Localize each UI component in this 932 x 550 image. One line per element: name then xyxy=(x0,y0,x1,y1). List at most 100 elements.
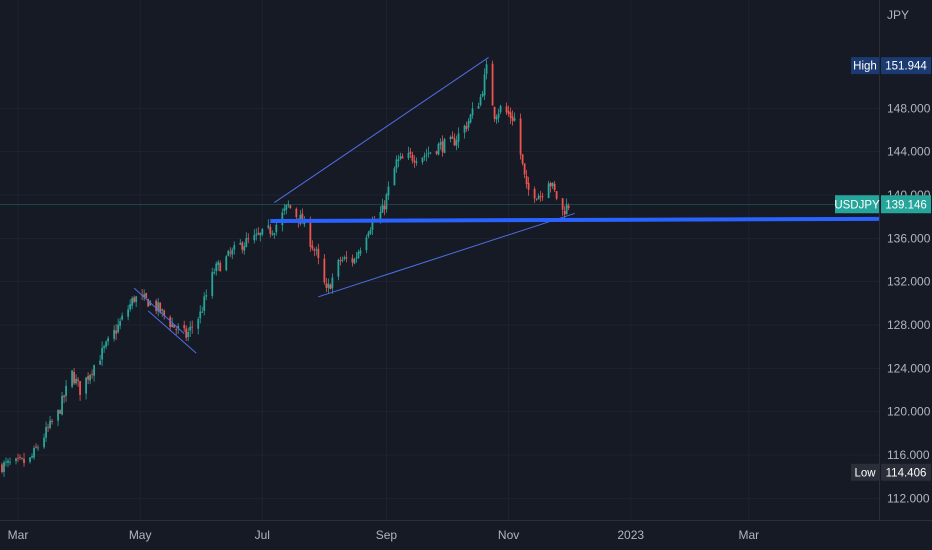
candle xyxy=(497,108,500,123)
trend-line[interactable] xyxy=(274,57,489,203)
candle xyxy=(477,102,480,109)
candle xyxy=(551,181,554,189)
candle xyxy=(5,457,7,467)
candle xyxy=(359,247,362,257)
price-scale[interactable]: JPY 112.000116.000120.000124.000128.0001… xyxy=(879,0,931,520)
candle xyxy=(357,249,360,259)
candle xyxy=(541,192,544,201)
candle xyxy=(15,457,17,465)
price-tick-label: 112.000 xyxy=(887,491,930,505)
candle xyxy=(211,267,214,299)
candle xyxy=(483,68,486,100)
candle xyxy=(273,232,276,239)
candle xyxy=(175,327,178,336)
candle xyxy=(327,278,330,294)
candle xyxy=(255,228,258,241)
price-tick-label: 120.000 xyxy=(887,405,931,419)
candle xyxy=(283,203,286,215)
candle xyxy=(401,153,404,159)
candle xyxy=(411,151,414,164)
candle xyxy=(49,415,51,430)
candle xyxy=(295,207,298,222)
candle xyxy=(341,256,344,263)
candle xyxy=(285,204,288,215)
last-price-value: 139.146 xyxy=(885,199,927,211)
price-tick-labels: 112.000 116.000 120.000 124.000 128.000 132.0… xyxy=(887,101,931,505)
time-tick-label: Mar xyxy=(8,528,29,542)
candle xyxy=(485,59,488,80)
candle xyxy=(147,298,150,307)
candle xyxy=(205,289,208,301)
candle xyxy=(43,433,45,449)
candle xyxy=(369,227,372,235)
candle xyxy=(127,304,130,321)
candle xyxy=(241,241,244,254)
price-tick-label: 116.000 xyxy=(887,448,930,462)
candle xyxy=(105,340,108,350)
candle xyxy=(65,380,67,402)
candle xyxy=(77,377,79,387)
price-tick-label: 128.000 xyxy=(887,318,931,332)
time-scale[interactable]: Mar May Jul Sep Nov 2023 Mar xyxy=(0,520,932,543)
candle xyxy=(213,268,216,275)
candle xyxy=(437,142,440,156)
candle xyxy=(185,325,188,342)
candle xyxy=(491,60,494,106)
candle xyxy=(23,452,25,467)
candle xyxy=(227,249,230,257)
trend-line[interactable] xyxy=(147,310,197,354)
candle xyxy=(71,370,73,389)
candle xyxy=(259,232,262,242)
candle xyxy=(423,152,426,161)
candle xyxy=(311,240,314,251)
candle xyxy=(59,409,61,415)
high-label-background xyxy=(851,57,879,75)
candle xyxy=(217,259,220,271)
candle xyxy=(75,374,77,385)
candle xyxy=(189,321,192,338)
price-tick-label: 148.000 xyxy=(887,101,931,115)
candle xyxy=(117,318,120,334)
high-value: 151.944 xyxy=(885,61,927,73)
candle xyxy=(261,228,264,237)
trend-line[interactable] xyxy=(318,212,575,298)
candle xyxy=(329,283,332,290)
candle xyxy=(93,364,96,382)
candle xyxy=(395,155,398,173)
low-label: Low xyxy=(854,467,876,479)
candle xyxy=(7,458,9,468)
candle xyxy=(101,341,104,366)
candle xyxy=(199,305,202,324)
horizontal-support-line[interactable] xyxy=(270,216,880,223)
candle xyxy=(383,200,386,216)
candlestick-series[interactable] xyxy=(1,59,570,477)
candle xyxy=(381,198,384,213)
candle xyxy=(355,251,358,263)
candle xyxy=(457,127,460,149)
candle xyxy=(169,315,172,332)
time-tick-label: 2023 xyxy=(617,528,644,542)
candle xyxy=(509,107,512,124)
candle xyxy=(89,373,92,385)
trend-line[interactable] xyxy=(133,287,185,335)
candle xyxy=(353,257,356,265)
candle xyxy=(99,354,102,365)
candle xyxy=(519,113,522,160)
candle xyxy=(427,146,430,158)
candle xyxy=(239,239,242,246)
candle xyxy=(87,372,90,385)
candle xyxy=(365,234,368,254)
candle xyxy=(267,219,270,230)
drawings[interactable] xyxy=(133,57,880,354)
candle xyxy=(79,380,81,401)
candle xyxy=(469,113,472,124)
candle xyxy=(1,462,3,474)
candle xyxy=(133,295,136,304)
candle xyxy=(9,457,11,466)
candle xyxy=(337,258,340,281)
candle xyxy=(3,460,5,477)
candle xyxy=(325,278,328,293)
candle xyxy=(527,176,530,196)
